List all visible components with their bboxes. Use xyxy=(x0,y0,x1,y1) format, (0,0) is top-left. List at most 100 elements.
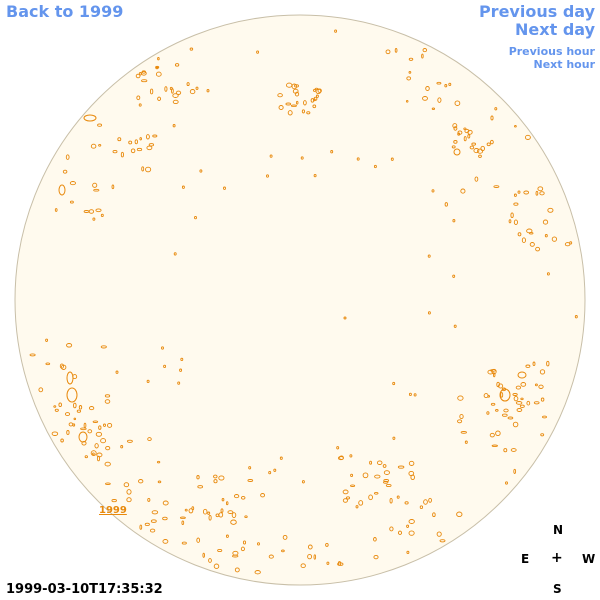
contour-blob xyxy=(208,558,212,563)
contour-blob xyxy=(136,95,141,101)
contour-blob xyxy=(189,47,194,51)
contour-blob xyxy=(162,516,168,521)
contour-blob xyxy=(294,84,299,88)
contour-blob xyxy=(145,134,150,140)
contour-blob xyxy=(457,132,461,136)
contour-blob xyxy=(419,505,424,510)
contour-blob xyxy=(405,99,409,103)
contour-blob xyxy=(507,416,514,420)
contour-blob xyxy=(498,383,504,389)
contour-blob xyxy=(453,148,461,156)
contour-blob xyxy=(300,563,306,569)
contour-blob xyxy=(303,100,307,106)
contour-blob xyxy=(392,436,396,440)
contour-blob xyxy=(307,553,313,560)
contour-blob xyxy=(162,500,169,506)
contour-blob xyxy=(349,454,353,458)
contour-blob xyxy=(111,499,117,503)
contour-blob xyxy=(195,86,199,90)
contour-blob xyxy=(162,539,169,544)
contour-blob xyxy=(88,209,95,214)
contour-blob xyxy=(503,448,508,453)
contour-blob xyxy=(93,188,100,192)
contour-blob xyxy=(220,508,224,513)
contour-blob xyxy=(292,88,299,94)
contour-blob xyxy=(336,446,340,450)
contour-blob xyxy=(394,48,398,53)
contour-blob xyxy=(163,364,167,369)
contour-blob xyxy=(373,537,377,542)
contour-blob xyxy=(115,370,119,374)
contour-blob xyxy=(301,480,305,484)
contour-blob xyxy=(208,514,212,521)
contour-blob xyxy=(164,86,168,92)
contour-blob xyxy=(490,115,494,121)
contour-blob xyxy=(569,241,573,245)
contour-blob xyxy=(287,110,293,116)
contour-blob xyxy=(295,100,299,105)
contour-blob xyxy=(337,456,344,461)
previous-hour-link[interactable]: Previous hour xyxy=(508,45,595,58)
contour-blob xyxy=(161,346,164,350)
contour-blob xyxy=(464,440,468,444)
contour-blob xyxy=(515,401,523,405)
contour-blob xyxy=(453,126,458,131)
contour-blob xyxy=(539,369,546,375)
contour-blob xyxy=(505,481,508,485)
previous-day-link[interactable]: Previous day xyxy=(478,2,595,21)
contour-blob xyxy=(146,379,150,384)
contour-blob xyxy=(202,552,205,558)
contour-blob xyxy=(95,431,103,437)
contour-blob xyxy=(207,511,211,515)
contour-blob xyxy=(542,219,549,225)
contour-blob xyxy=(175,90,182,95)
contour-blob xyxy=(69,200,74,204)
contour-blob xyxy=(539,191,545,196)
contour-blob xyxy=(149,528,156,533)
contour-blob xyxy=(88,406,95,411)
contour-blob xyxy=(448,82,452,87)
contour-blob xyxy=(422,48,428,53)
contour-blob xyxy=(169,86,173,91)
next-day-link[interactable]: Next day xyxy=(515,20,595,39)
contour-blob xyxy=(337,561,342,566)
contour-blob xyxy=(313,173,317,178)
contour-blob xyxy=(181,541,187,545)
contour-blob xyxy=(248,466,252,470)
contour-blob xyxy=(73,417,77,421)
contour-blob xyxy=(240,546,245,552)
contour-blob xyxy=(437,97,442,103)
contour-blob xyxy=(281,549,285,553)
contour-blob xyxy=(247,479,254,482)
contour-blob xyxy=(408,392,412,397)
contour-blob xyxy=(342,498,348,503)
contour-blob xyxy=(66,387,78,403)
contour-blob xyxy=(294,91,300,97)
contour-blob xyxy=(396,495,400,499)
contour-blob xyxy=(493,185,500,188)
contour-blob xyxy=(478,154,482,158)
contour-blob xyxy=(97,123,103,127)
contour-blob xyxy=(373,164,377,169)
year-label[interactable]: 1999 xyxy=(99,505,127,516)
contour-blob xyxy=(312,88,317,92)
contour-blob xyxy=(540,397,545,402)
contour-blob xyxy=(526,400,531,406)
contour-blob xyxy=(406,76,412,81)
next-hour-link[interactable]: Next hour xyxy=(533,58,596,71)
contour-blob xyxy=(315,94,319,98)
contour-blob xyxy=(68,422,74,427)
contour-blob xyxy=(29,353,36,357)
contour-blob xyxy=(515,385,522,390)
back-to-year-link[interactable]: Back to 1999 xyxy=(6,2,124,21)
contour-blob xyxy=(273,468,277,472)
contour-blob xyxy=(436,531,442,537)
contour-blob xyxy=(290,104,297,108)
contour-blob xyxy=(453,324,457,328)
contour-blob xyxy=(92,217,96,221)
contour-blob xyxy=(221,498,225,502)
contour-blob xyxy=(65,154,70,160)
contour-blob xyxy=(432,512,436,518)
contour-blob xyxy=(487,394,491,398)
contour-blob xyxy=(112,149,118,154)
